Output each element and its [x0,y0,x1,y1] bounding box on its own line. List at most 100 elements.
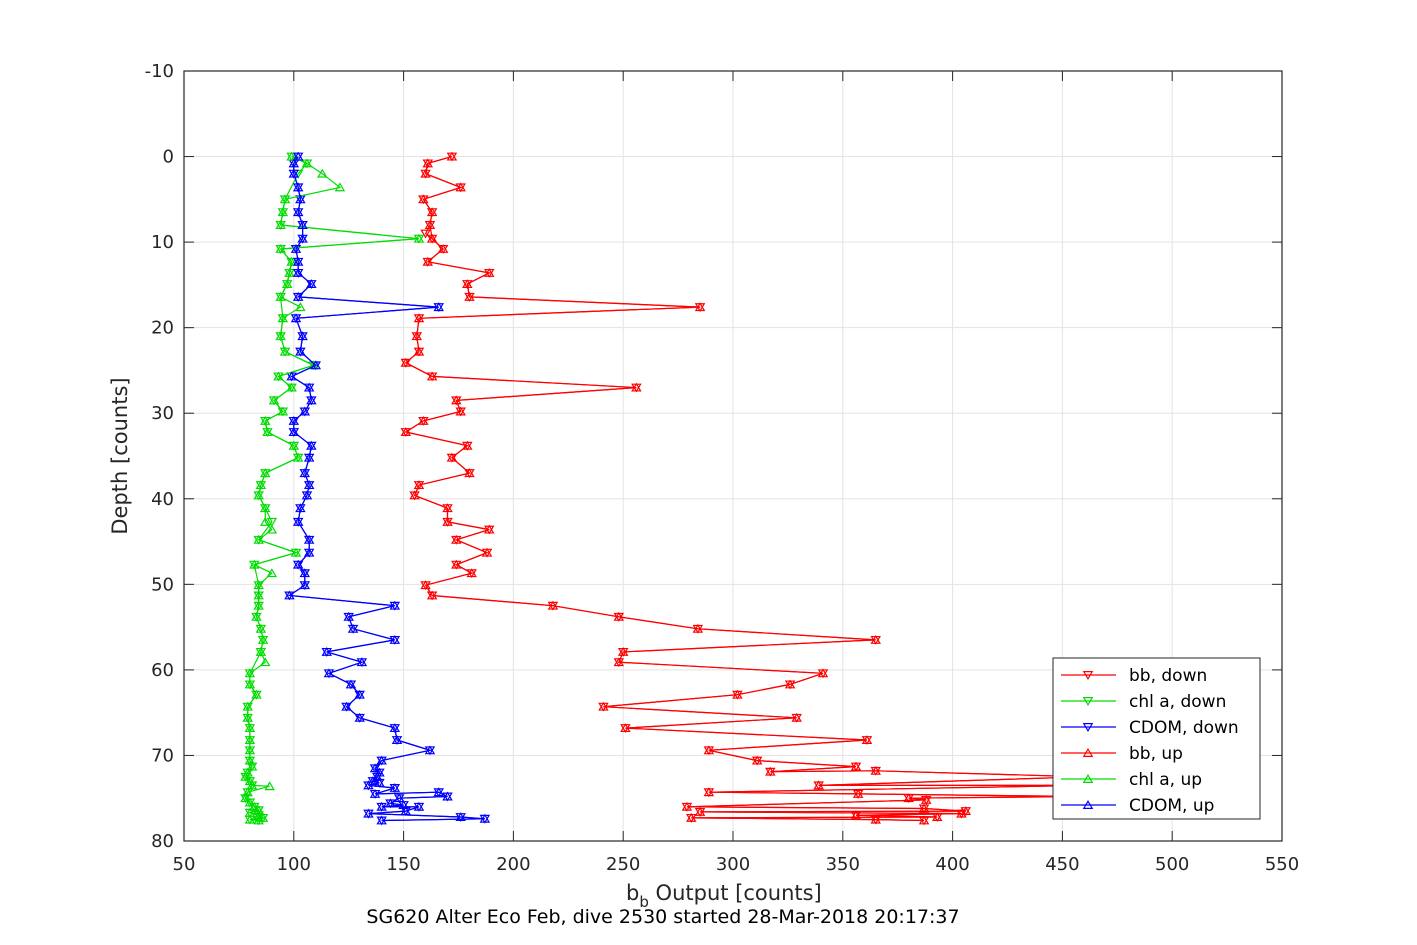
series-layer [240,151,1090,826]
legend-marker [1082,697,1094,706]
data-point-marker [255,646,267,656]
x-tick-label: 350 [826,854,860,875]
data-point-marker [393,793,405,803]
data-point-marker [956,808,967,818]
y-tick-label: 10 [151,232,174,253]
chart-title: SG620 Alter Eco Feb, dive 2530 started 2… [366,906,959,928]
data-point-marker [960,806,972,816]
x-tick-label: 50 [173,854,196,875]
x-tick-label: 300 [716,854,750,875]
data-point-marker [306,395,317,405]
data-point-marker [765,766,776,776]
data-point-marker [299,406,311,416]
data-point-marker [323,668,335,678]
data-point-marker [253,490,264,500]
data-point-marker [251,689,262,699]
data-point-marker [420,229,431,239]
data-point-marker [418,194,429,204]
legend-marker [1082,800,1094,809]
data-point-marker [275,243,286,253]
data-point-marker [284,590,295,600]
data-point-marker [870,765,881,775]
data-point-marker [354,689,365,699]
data-point-marker [273,371,284,381]
x-tick-label: 550 [1265,854,1299,875]
data-point-marker [420,168,431,178]
data-point-marker [363,808,374,818]
data-point-marker [262,427,273,437]
data-point-marker [374,777,385,787]
data-point-marker [299,468,311,478]
data-point-marker [266,517,278,527]
data-point-marker [299,580,311,590]
data-point-marker [681,801,693,811]
data-point-marker [310,360,322,370]
legend-label: bb, up [1129,744,1183,764]
data-point-marker [275,291,286,301]
x-tick-label: 100 [277,854,311,875]
data-point-marker [303,382,315,392]
data-point-marker [703,787,715,797]
y-tick-label: 60 [151,660,174,681]
data-point-marker [303,534,315,544]
x-axis-label-rest: Output [counts] [649,881,822,905]
legend: bb, down chl a, down CDOM, down bb, up chl a… [1052,657,1261,820]
y-tick-label: 20 [151,318,174,339]
data-point-marker [413,346,425,356]
legend-box [1052,657,1261,820]
data-point-marker [613,611,625,621]
data-point-marker [852,788,864,798]
data-point-marker [850,761,862,771]
data-point-marker [260,468,271,478]
data-point-marker [424,220,436,229]
data-point-marker [286,151,297,161]
y-tick-label: 70 [151,745,174,766]
data-point-marker [242,712,253,722]
data-point-marker [363,780,374,790]
data-point-marker [303,547,315,557]
legend-label: CDOM, down [1129,718,1239,738]
data-point-marker [251,611,262,621]
y-axis-label: Depth [counts] [108,377,132,534]
data-point-marker [295,503,306,513]
data-point-marker [391,735,403,745]
data-point-marker [301,490,313,500]
data-point-marker [266,524,278,534]
data-point-marker [286,256,297,266]
legend-marker [1082,774,1094,783]
data-point-marker [292,559,304,569]
data-point-marker [244,735,256,745]
data-point-marker [257,812,269,822]
data-point-marker [369,763,381,773]
data-point-marker [279,194,291,204]
data-point-marker [426,371,438,381]
data-point-marker [462,279,473,288]
data-point-marker [686,812,697,822]
data-point-marker [249,559,260,569]
data-point-marker [264,781,275,791]
data-point-marker [303,480,315,490]
data-point-marker [442,503,453,513]
data-point-marker [253,580,264,590]
data-point-marker [751,755,763,765]
data-point-marker [286,382,297,392]
x-axis-label-subscript: b [639,893,649,911]
data-point-marker [861,735,873,745]
data-point-marker [306,279,317,288]
data-point-marker [249,801,260,811]
data-point-marker [374,767,385,777]
data-point-marker [694,806,706,816]
data-point-marker [253,815,264,825]
data-point-marker [703,745,715,755]
data-point-marker [290,243,302,253]
data-point-marker [455,812,466,822]
data-point-marker [389,600,401,610]
data-point-marker [920,794,932,804]
data-point-marker [292,182,304,192]
data-point-marker [301,158,313,168]
data-point-marker [260,503,271,513]
data-point-marker [462,440,473,450]
data-point-marker [343,611,354,621]
data-point-marker [244,776,256,786]
